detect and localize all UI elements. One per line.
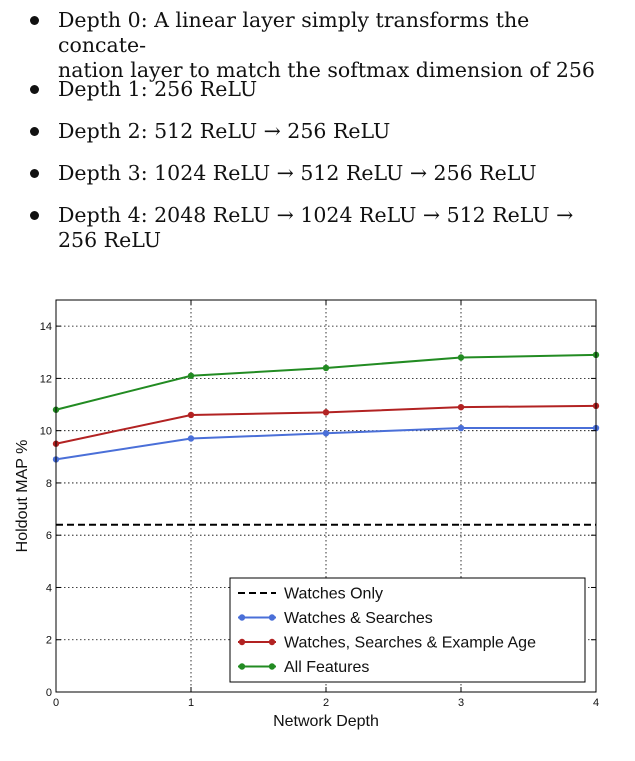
data-point [187,435,195,442]
legend-label: Watches, Searches & Example Age [284,635,536,652]
y-tick-label: 0 [46,687,52,699]
bullet-dot [30,211,39,220]
data-point [457,354,465,361]
legend-marker [268,614,276,621]
bullet-text: Depth 1: 256 ReLU [58,77,618,102]
bullet-dot [30,85,39,94]
legend-marker [238,614,246,621]
bullet-line: Depth 4: 2048 ReLU → 1024 ReLU → 512 ReL… [58,203,574,227]
bullet-text: Depth 0: A linear layer simply transform… [58,8,618,83]
data-point [187,372,195,379]
legend-label: Watches Only [284,586,383,603]
bullet-text: Depth 3: 1024 ReLU → 512 ReLU → 256 ReLU [58,161,618,186]
data-point [322,409,330,416]
bullet-line: Depth 0: A linear layer simply transform… [58,8,536,57]
legend-marker [268,638,276,646]
y-tick-label: 2 [46,635,52,647]
y-tick-label: 4 [46,582,52,594]
bullet-line: Depth 3: 1024 ReLU → 512 ReLU → 256 ReLU [58,161,537,185]
bullet-dot [30,127,39,136]
bullet-line: nation layer to match the softmax dimens… [58,58,595,82]
y-tick-label: 10 [40,426,52,438]
bullet-dot [30,16,39,25]
x-tick-label: 3 [458,697,464,709]
y-tick-label: 12 [40,373,52,385]
data-point [322,430,330,437]
bullet-text: Depth 4: 2048 ReLU → 1024 ReLU → 512 ReL… [58,203,618,253]
data-point [457,403,465,411]
x-tick-label: 1 [188,697,194,709]
bullet-dot [30,169,39,178]
legend: Watches Only Watches & Searches Watches, S… [229,577,586,683]
legend-marker [268,663,276,670]
bullet-line: 256 ReLU [58,228,161,252]
x-tick-label: 4 [593,697,599,709]
series-lines [52,351,600,526]
series-line [55,353,597,411]
bullet-line: Depth 1: 256 ReLU [58,77,258,101]
data-point [457,424,465,432]
x-tick-label: 2 [323,697,329,709]
x-tick-label: 0 [53,697,59,709]
x-axis-label: Network Depth [273,713,379,730]
y-tick-label: 14 [40,321,52,333]
data-point [187,411,195,419]
data-point [322,364,330,372]
y-tick-label: 8 [46,478,52,490]
legend-marker [238,663,246,670]
y-axis-label: Holdout MAP % [14,440,31,553]
legend-label: All Features [284,659,369,676]
bullet-text: Depth 2: 512 ReLU → 256 ReLU [58,119,618,144]
bullet-line: Depth 2: 512 ReLU → 256 ReLU [58,119,391,143]
legend-label: Watches & Searches [284,610,433,627]
y-tick-label: 6 [46,530,52,542]
legend-box [229,577,586,683]
legend-marker [238,638,246,646]
